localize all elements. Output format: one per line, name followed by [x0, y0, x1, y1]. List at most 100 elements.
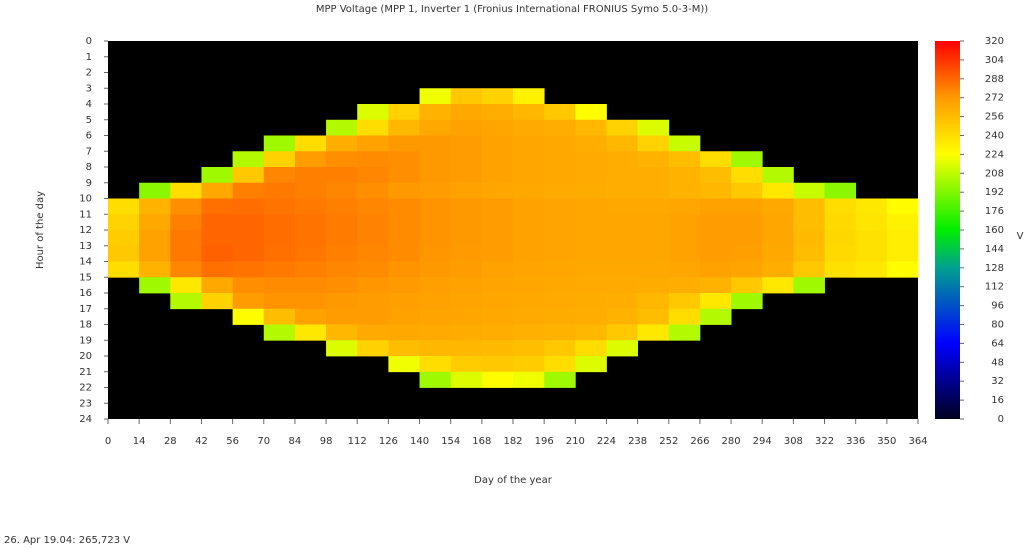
heat-cell: [326, 119, 358, 136]
x-tick-label: 336: [846, 436, 865, 447]
colorbar-tick-label: 144: [985, 244, 1004, 255]
heat-cell: [388, 308, 420, 325]
y-tick-label: 22: [79, 383, 92, 394]
x-tick-label: 42: [195, 436, 208, 447]
x-tick-label: 224: [597, 436, 616, 447]
heat-cell: [388, 324, 420, 341]
heat-cell: [544, 167, 576, 184]
heat-cell: [886, 198, 919, 215]
heat-cell: [637, 182, 670, 199]
heat-cell: [388, 119, 420, 136]
heat-cell: [108, 245, 140, 262]
heat-cell: [699, 182, 732, 199]
heat-cell: [170, 214, 202, 231]
heat-cell: [450, 324, 483, 341]
heat-cell: [699, 230, 732, 247]
heat-cell: [513, 261, 545, 278]
x-tick-label: 112: [348, 436, 367, 447]
heat-cell: [170, 182, 202, 199]
heat-cell: [699, 151, 732, 168]
y-tick-label: 11: [79, 209, 92, 220]
heat-cell: [575, 104, 607, 121]
colorbar-tick-label: 176: [985, 206, 1004, 217]
x-tick-label: 56: [226, 436, 239, 447]
heat-cell: [232, 198, 265, 215]
x-tick-label: 126: [379, 436, 398, 447]
heat-cell: [575, 182, 607, 199]
heat-cell: [388, 198, 420, 215]
heat-cell: [450, 371, 483, 388]
y-tick-label: 23: [79, 398, 92, 409]
heat-cell: [481, 198, 514, 215]
heat-cell: [263, 182, 296, 199]
y-tick-label: 10: [79, 194, 92, 205]
heat-cell: [201, 293, 234, 310]
heat-cell: [450, 214, 483, 231]
heat-cell: [419, 277, 452, 294]
x-tick-label: 140: [410, 436, 429, 447]
heat-cell: [668, 182, 701, 199]
heat-cell: [388, 214, 420, 231]
heat-cell: [606, 340, 639, 357]
heat-cell: [513, 198, 545, 215]
heat-cell: [481, 151, 514, 168]
heat-cell: [263, 308, 296, 325]
colorbar-tick-label: 192: [985, 187, 1004, 198]
heat-cell: [513, 119, 545, 136]
heat-cell: [326, 214, 358, 231]
heat-cell: [699, 198, 732, 215]
heat-cell: [575, 324, 607, 341]
heat-cell: [513, 88, 545, 105]
heat-cell: [263, 277, 296, 294]
heat-cell: [544, 214, 576, 231]
heat-cell: [419, 198, 452, 215]
heat-cell: [793, 261, 825, 278]
heat-cell: [668, 151, 701, 168]
colorbar-tick-label: 48: [991, 357, 1004, 368]
heat-cell: [357, 230, 389, 247]
x-tick-label: 350: [877, 436, 896, 447]
heat-cell: [357, 340, 389, 357]
heat-cell: [824, 261, 857, 278]
colorbar-tick-label: 96: [991, 301, 1004, 312]
heat-cell: [263, 151, 296, 168]
heat-cell: [731, 198, 763, 215]
x-tick-label: 308: [784, 436, 803, 447]
heat-cell: [481, 308, 514, 325]
heat-cell: [513, 293, 545, 310]
colorbar-tick-label: 272: [985, 93, 1004, 104]
heat-cell: [419, 308, 452, 325]
heat-cell: [544, 277, 576, 294]
heat-cell: [544, 356, 576, 373]
heat-cell: [762, 261, 794, 278]
heat-cell: [481, 182, 514, 199]
heat-cell: [108, 230, 140, 247]
colorbar-tick-label: 16: [991, 395, 1004, 406]
y-tick-label: 6: [86, 131, 92, 142]
heat-cell: [637, 261, 670, 278]
heat-cell: [419, 356, 452, 373]
heat-cell: [544, 261, 576, 278]
x-tick-label: 0: [105, 436, 111, 447]
heat-cell: [170, 293, 202, 310]
heat-cell: [388, 277, 420, 294]
heat-cell: [731, 293, 763, 310]
heat-cell: [731, 230, 763, 247]
heat-cell: [762, 277, 794, 294]
heat-cell: [513, 356, 545, 373]
heat-cell: [357, 245, 389, 262]
x-tick-label: 84: [289, 436, 302, 447]
heat-cell: [450, 135, 483, 152]
heat-cell: [450, 293, 483, 310]
heat-cell: [294, 198, 327, 215]
heat-cell: [606, 151, 639, 168]
heat-cell: [668, 135, 701, 152]
heat-cell: [637, 293, 670, 310]
y-tick-label: 5: [86, 115, 92, 126]
heat-cell: [419, 261, 452, 278]
x-tick-label: 28: [164, 436, 177, 447]
heat-cell: [357, 198, 389, 215]
heat-cell: [419, 245, 452, 262]
heat-cell: [263, 214, 296, 231]
